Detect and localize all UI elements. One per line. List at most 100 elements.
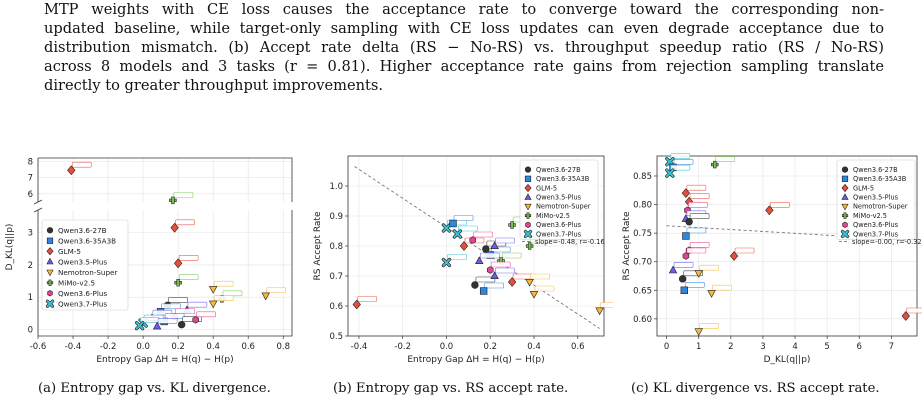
point-marker: [67, 165, 76, 176]
x-tick-label: 0.4: [527, 342, 541, 352]
point-tag: [770, 201, 790, 208]
point-marker: [841, 183, 849, 193]
point-tag: [712, 284, 732, 291]
point-marker: [665, 169, 674, 178]
subcaption-a: (a) Entropy gap vs. KL divergence.: [38, 381, 271, 396]
scatter-points: [665, 153, 922, 337]
point-marker: [469, 236, 476, 244]
legend-label: MiMo-v2.5: [853, 212, 887, 220]
point-marker: [668, 265, 678, 274]
y-tick-label: 2: [28, 261, 33, 271]
figure-c: 0 1 2 3 4 5 6 7 0.60 0.65 0.70 0.75 0.80 0.85 Qwen3.6-…: [617, 150, 922, 375]
y-axis-label: RS Accept Rate: [313, 211, 323, 280]
point-tag: [734, 247, 755, 254]
legend-label: MiMo-v2.5: [536, 212, 570, 220]
point-tag: [187, 301, 208, 308]
point-tag: [490, 261, 511, 268]
point-marker: [841, 166, 849, 173]
chart-b-svg: -0.4 -0.2 0.0 0.2 0.4 0.6 0.5 0.6 0.7 0.8 0.9 1.0 Qw…: [313, 155, 613, 365]
point-marker: [490, 271, 499, 280]
point-tag: [157, 318, 178, 324]
point-marker: [170, 222, 179, 233]
point-marker: [482, 245, 490, 253]
legend-label: Qwen3.7-Plus: [58, 299, 107, 308]
legend-label: Qwen3.5-Plus: [536, 194, 582, 202]
point-marker: [524, 230, 532, 238]
point-tag: [266, 287, 287, 293]
point-tag: [71, 161, 92, 168]
point-tag: [530, 273, 550, 280]
x-tick-label: 1: [696, 342, 701, 352]
point-marker: [46, 227, 54, 234]
point-marker: [152, 321, 162, 330]
point-marker: [682, 252, 690, 260]
axis-frame-upper: [37, 157, 293, 202]
point-marker: [490, 241, 499, 250]
y-tick-label: 0.7: [329, 272, 343, 282]
figure-a: -0.6 -0.4 -0.2 0.0 0.2 0.4 0.6 0.8 6 7 8 0 1 2 3 Qwen3.…: [0, 150, 300, 375]
point-tag: [673, 159, 694, 165]
x-tick-label: 4: [792, 342, 797, 352]
point-marker: [529, 290, 539, 299]
point-tag: [501, 252, 522, 259]
point-marker: [442, 258, 451, 267]
figure-caption-text: MTP weights with CE loss causes the acce…: [44, 0, 884, 95]
legend-frame: [41, 219, 129, 311]
point-marker: [713, 160, 717, 169]
legend-label: Qwen3.6-27B: [853, 166, 898, 174]
x-tick-label: -0.4: [65, 342, 82, 352]
point-marker: [707, 290, 716, 298]
point-tag: [357, 296, 378, 302]
point-tag: [458, 225, 478, 232]
x-tick-label: -0.2: [100, 342, 117, 352]
point-marker: [479, 287, 488, 295]
point-tag: [178, 255, 199, 261]
point-marker: [510, 221, 514, 229]
x-tick-label: 0.0: [136, 342, 150, 352]
point-tag: [670, 164, 691, 171]
point-marker: [765, 205, 774, 216]
x-tick-label: 0: [664, 342, 669, 352]
x-tick-label: 0.6: [571, 342, 585, 352]
point-tag: [453, 215, 474, 221]
y-tick-label: 0.60: [633, 315, 652, 325]
point-tag: [600, 302, 613, 308]
point-marker: [208, 286, 218, 294]
point-tag: [161, 303, 181, 310]
point-tag: [175, 308, 195, 314]
x-tick-label: 5: [824, 342, 829, 352]
axis-frame: [656, 155, 918, 337]
caption-line: MTP weights with CE loss causes the acce…: [44, 1, 884, 18]
point-marker: [507, 277, 517, 287]
point-tag: [686, 227, 707, 234]
y-tick-label: 0.70: [633, 258, 652, 268]
point-marker: [46, 269, 54, 277]
legend-frame: [519, 159, 599, 240]
legend-label: GLM-5: [58, 247, 81, 256]
point-marker: [525, 278, 534, 287]
point-marker: [525, 221, 531, 228]
point-marker: [527, 242, 532, 250]
legend-label: Nemotron-Super: [853, 203, 908, 211]
point-marker: [261, 292, 270, 301]
y-tick-label: 0.5: [329, 332, 343, 342]
x-tick-label: 3: [760, 342, 765, 352]
axis-frame: [347, 155, 605, 337]
point-tag: [699, 323, 720, 329]
y-tick-label: 0.75: [633, 229, 652, 239]
point-marker: [46, 300, 54, 308]
point-marker: [47, 290, 53, 297]
legend-label: Qwen3.7-Plus: [536, 230, 582, 238]
legend-label: Qwen3.6-27B: [58, 226, 107, 235]
point-tag: [168, 297, 188, 303]
y-tick-label: 7: [28, 174, 33, 184]
point-marker: [471, 281, 479, 289]
point-marker: [171, 196, 175, 205]
point-tag: [689, 213, 710, 220]
point-tag: [479, 252, 500, 259]
legend-frame: [836, 159, 916, 240]
y-tick-label: 0.85: [633, 172, 652, 182]
axis-frame-lower: [37, 210, 293, 337]
point-tag: [164, 313, 185, 319]
